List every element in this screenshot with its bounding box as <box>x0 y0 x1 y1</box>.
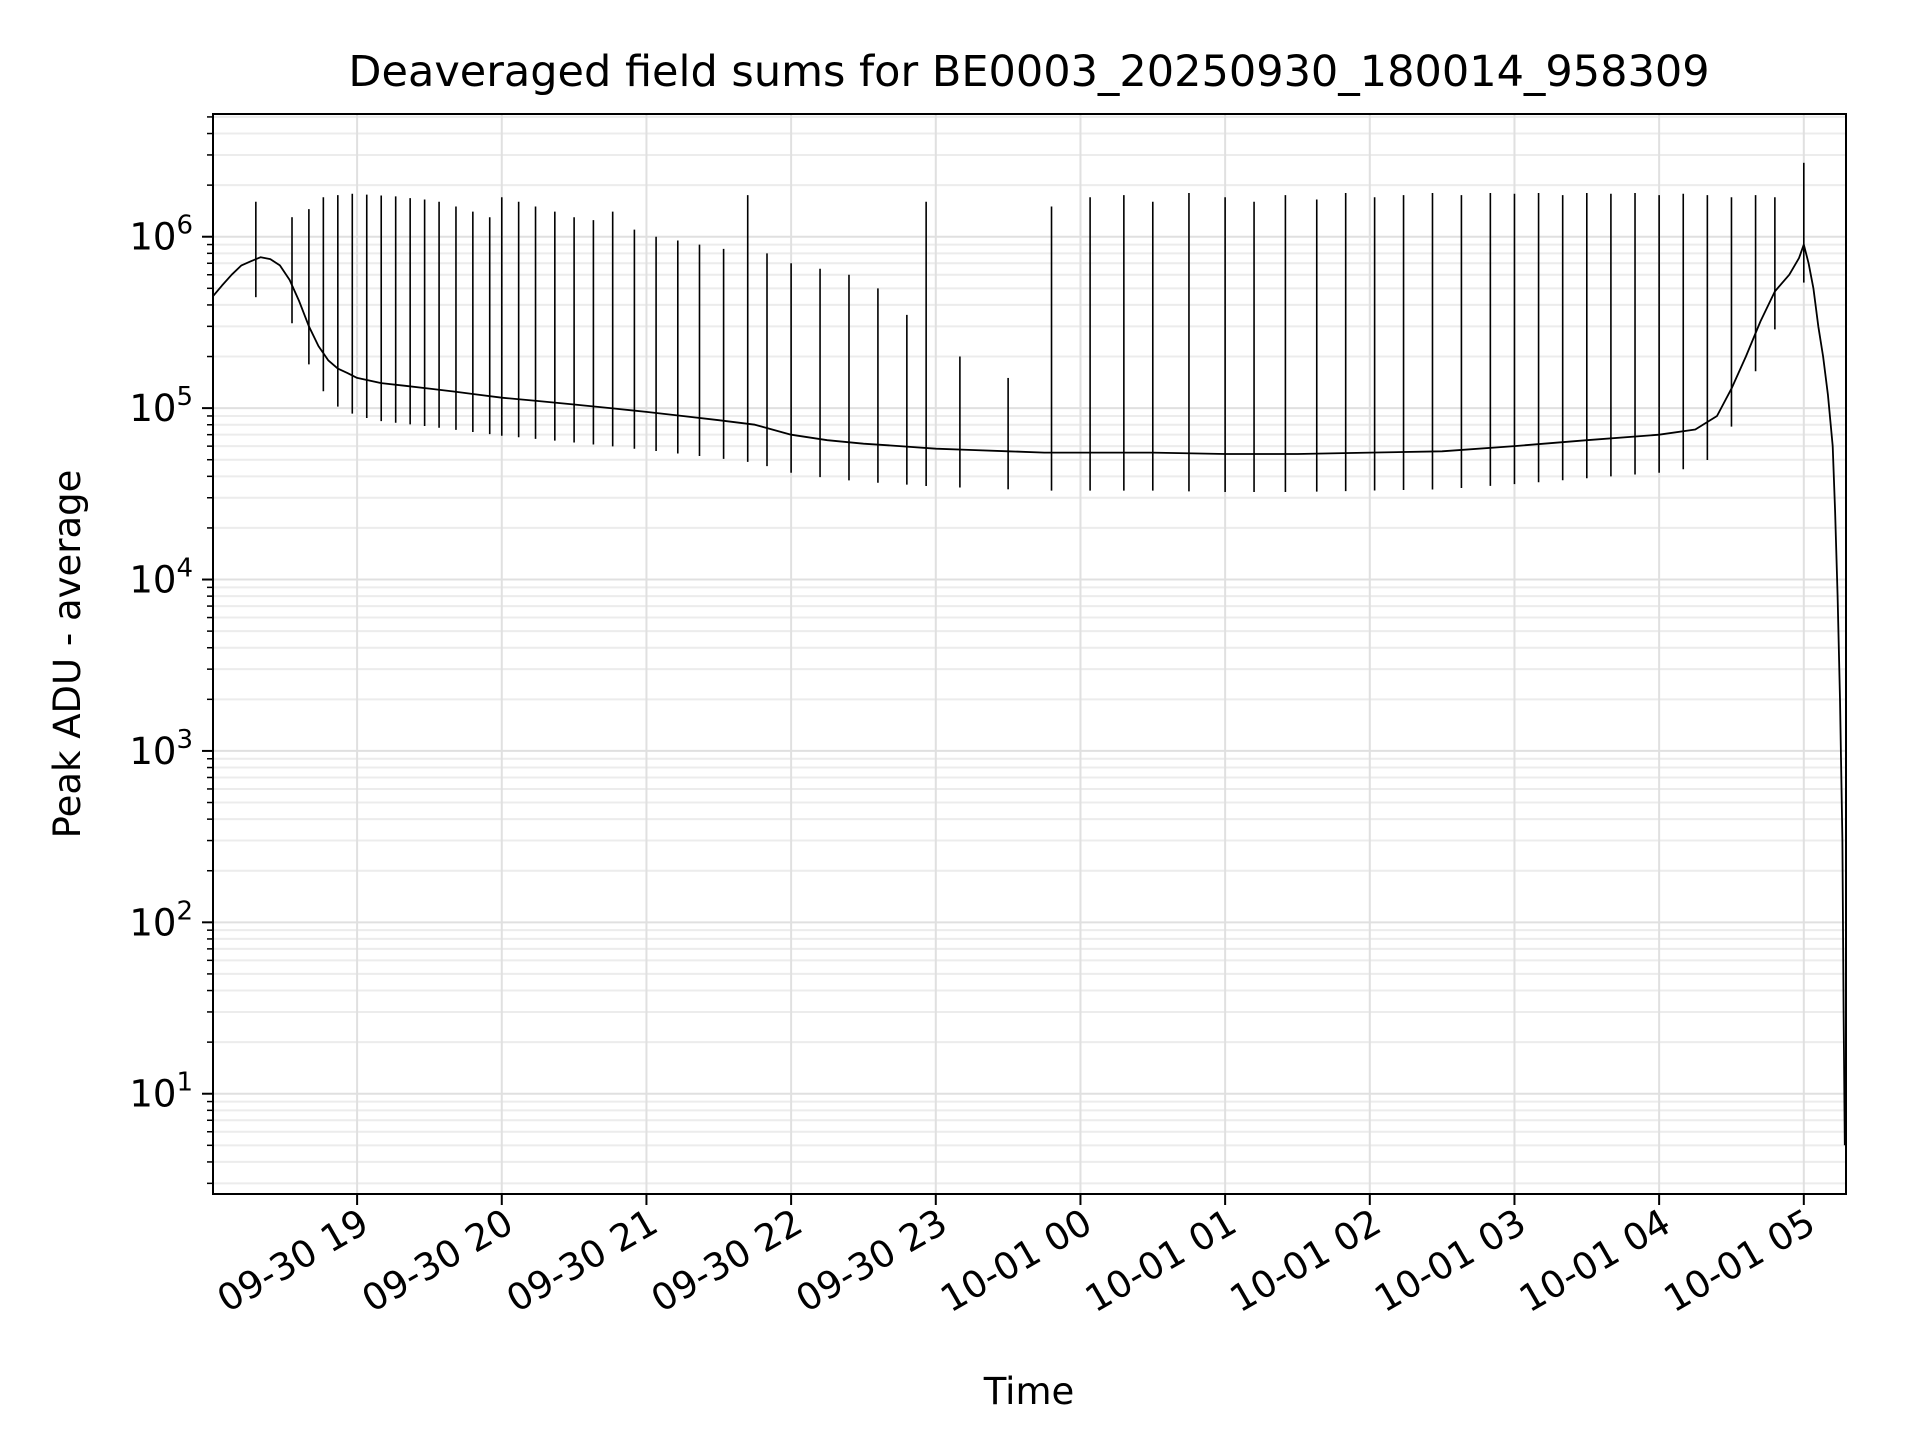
y-tick-label: 102 <box>129 896 193 944</box>
x-axis-label: Time <box>983 1370 1075 1413</box>
y-tick-label: 104 <box>129 554 193 602</box>
y-tick-label: 103 <box>129 725 193 773</box>
y-tick-label: 101 <box>129 1068 193 1116</box>
series-line <box>212 243 1846 1146</box>
data-line-layer <box>212 162 1846 1146</box>
chart-title: Deaveraged field sums for BE0003_2025093… <box>348 47 1709 97</box>
grid <box>213 114 1846 1194</box>
y-tick-label: 106 <box>129 211 193 259</box>
plot-frame <box>212 113 1847 1195</box>
y-axis-label: Peak ADU - average <box>46 470 89 839</box>
y-tick-label: 105 <box>129 382 193 430</box>
